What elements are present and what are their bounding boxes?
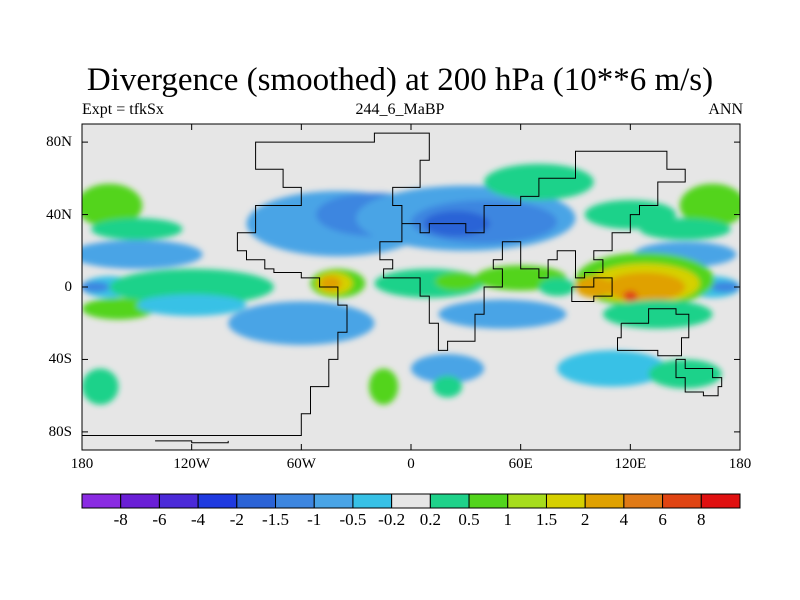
- coastline-4: [155, 440, 229, 444]
- field-region-28: [438, 299, 567, 329]
- x-tick-label: 0: [407, 456, 415, 472]
- coastline-3: [675, 358, 723, 397]
- colorbar-label: 0.2: [419, 510, 441, 529]
- field-region-19: [434, 272, 479, 291]
- colorbar-box-16: [700, 493, 741, 509]
- colorbar-label: 2: [580, 510, 590, 529]
- field-region-11: [109, 268, 274, 306]
- y-tick-label: 80S: [48, 423, 72, 440]
- colorbar-label: 1: [503, 510, 513, 529]
- colorbar-box-6: [313, 493, 354, 509]
- colorbar-box-9: [429, 493, 470, 509]
- divergence-field: [82, 163, 740, 405]
- axis-ticks: [81, 124, 741, 450]
- colorbar-label: -1.5: [262, 510, 289, 529]
- colorbar-label: -2: [229, 510, 244, 529]
- x-tick-label: 60E: [508, 456, 533, 472]
- field-region-38: [82, 368, 119, 405]
- colorbar: [81, 493, 741, 509]
- x-tick-label: 180: [728, 456, 752, 472]
- colorbar-label: -0.5: [339, 510, 367, 529]
- field-region-13: [136, 294, 247, 316]
- coastlines: [82, 132, 723, 444]
- field-region-10: [710, 281, 740, 293]
- x-tick-label: 120W: [173, 456, 210, 472]
- colorbar-box-10: [468, 493, 509, 509]
- field-region-5: [82, 239, 203, 269]
- colorbar-box-0: [81, 493, 122, 509]
- colorbar-box-1: [120, 493, 160, 509]
- plot-title: Divergence (smoothed) at 200 hPa (10**6 …: [86, 62, 714, 98]
- coastline-1: [617, 308, 690, 357]
- colorbar-label: -6: [152, 510, 167, 529]
- coastline-2: [571, 277, 613, 302]
- field-region-32: [82, 183, 143, 228]
- field-region-27: [602, 299, 713, 329]
- colorbar-label: -1: [307, 510, 322, 529]
- x-tick-label: 120E: [614, 456, 647, 472]
- colorbar-label: -4: [191, 510, 206, 529]
- coastline-0: [82, 132, 686, 436]
- colorbar-label: 6: [658, 510, 667, 529]
- colorbar-label: -8: [113, 510, 128, 529]
- case-label: 244_6_MaBP: [355, 101, 445, 118]
- y-tick-label: 0: [64, 279, 73, 295]
- x-tick-label: 60W: [286, 456, 316, 472]
- field-region-12: [82, 297, 156, 320]
- field-region-33: [679, 183, 740, 228]
- field-region-31: [648, 359, 722, 389]
- colorbar-label: 1.5: [535, 510, 558, 529]
- field-region-34: [91, 218, 183, 240]
- y-tick-label: 40S: [48, 351, 72, 368]
- colorbar-label: -0.2: [378, 510, 406, 529]
- field-region-40: [432, 375, 463, 398]
- colorbar-label: 8: [697, 510, 706, 529]
- colorbar-box-8: [391, 493, 431, 509]
- colorbar-box-4: [236, 493, 277, 509]
- y-tick-label: 80N: [46, 134, 72, 151]
- field-region-39: [368, 368, 399, 405]
- season-label: ANN: [708, 101, 743, 118]
- colorbar-box-11: [507, 493, 547, 509]
- colorbar-box-5: [275, 493, 315, 509]
- field-region-29: [411, 354, 485, 383]
- colorbar-label: 0.5: [458, 510, 480, 529]
- field-region-21: [538, 277, 576, 297]
- experiment-label: Expt = tfkSx: [82, 101, 164, 118]
- colorbar-box-13: [584, 493, 625, 509]
- x-tick-label: 180: [70, 456, 94, 472]
- colorbar-box-12: [545, 493, 586, 509]
- colorbar-box-7: [352, 493, 393, 509]
- colorbar-label: 4: [619, 510, 629, 529]
- field-region-25: [623, 290, 638, 302]
- colorbar-box-3: [197, 493, 238, 509]
- colorbar-box-14: [623, 493, 664, 509]
- field-region-8: [82, 281, 110, 293]
- y-tick-label: 40N: [46, 206, 72, 223]
- field-region-14: [228, 301, 375, 345]
- colorbar-box-2: [158, 493, 199, 509]
- field-region-30: [557, 350, 667, 387]
- colorbar-box-15: [662, 493, 702, 509]
- field-region-24: [604, 272, 686, 302]
